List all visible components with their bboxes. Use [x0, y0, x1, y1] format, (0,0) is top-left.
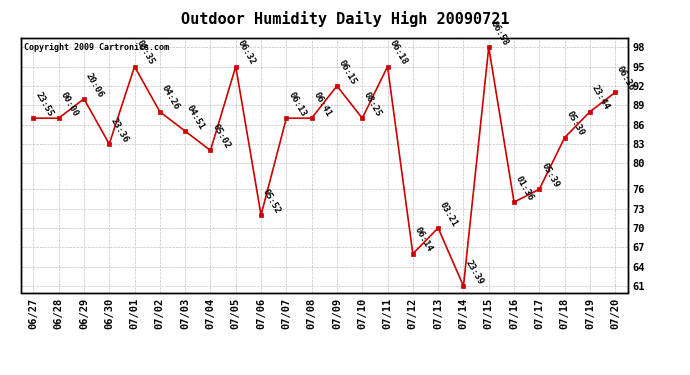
Text: Outdoor Humidity Daily High 20090721: Outdoor Humidity Daily High 20090721	[181, 11, 509, 27]
Text: Copyright 2009 Cartronics.com: Copyright 2009 Cartronics.com	[23, 43, 169, 52]
Text: 06:15: 06:15	[337, 58, 358, 86]
Text: 06:18: 06:18	[388, 39, 408, 66]
Text: 05:02: 05:02	[210, 123, 232, 150]
Text: 04:51: 04:51	[185, 104, 206, 131]
Text: 04:26: 04:26	[160, 84, 181, 112]
Text: 20:06: 20:06	[84, 71, 105, 99]
Text: 08:35: 08:35	[135, 39, 156, 66]
Text: 05:52: 05:52	[261, 187, 282, 215]
Text: 23:36: 23:36	[109, 116, 130, 144]
Text: 23:44: 23:44	[590, 84, 611, 112]
Text: 06:36: 06:36	[615, 64, 636, 92]
Text: 08:25: 08:25	[362, 90, 384, 118]
Text: 06:41: 06:41	[312, 90, 333, 118]
Text: 05:39: 05:39	[540, 161, 560, 189]
Text: 23:39: 23:39	[464, 258, 484, 286]
Text: 05:30: 05:30	[564, 110, 586, 138]
Text: 06:13: 06:13	[286, 90, 308, 118]
Text: 01:36: 01:36	[514, 174, 535, 202]
Text: 06:58: 06:58	[489, 20, 510, 47]
Text: 00:00: 00:00	[59, 90, 80, 118]
Text: 23:55: 23:55	[33, 90, 55, 118]
Text: 06:32: 06:32	[236, 39, 257, 66]
Text: 03:21: 03:21	[438, 200, 460, 228]
Text: 06:14: 06:14	[413, 226, 434, 254]
